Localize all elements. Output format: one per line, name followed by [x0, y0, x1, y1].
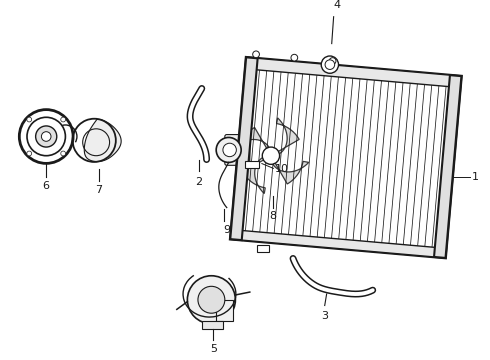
Text: 9: 9 [223, 225, 230, 235]
Circle shape [61, 151, 66, 156]
Circle shape [61, 117, 66, 122]
Bar [245, 161, 259, 168]
Bar [257, 245, 269, 252]
FancyBboxPatch shape [225, 135, 250, 165]
Text: 6: 6 [43, 181, 49, 191]
Circle shape [325, 60, 335, 69]
Circle shape [36, 126, 57, 147]
Circle shape [216, 138, 241, 162]
Text: 2: 2 [196, 177, 202, 187]
Circle shape [19, 109, 73, 163]
Text: 3: 3 [321, 311, 328, 321]
Circle shape [262, 147, 280, 165]
Text: 8: 8 [270, 211, 276, 221]
Circle shape [253, 51, 259, 58]
Circle shape [291, 54, 298, 61]
Circle shape [27, 151, 32, 156]
Polygon shape [233, 127, 271, 156]
Circle shape [329, 58, 336, 64]
Text: 10: 10 [275, 164, 289, 174]
Polygon shape [84, 119, 121, 162]
Polygon shape [271, 118, 299, 156]
Text: 1: 1 [472, 172, 479, 181]
Bar [216, 300, 233, 321]
Polygon shape [271, 156, 309, 184]
Text: 5: 5 [210, 344, 217, 354]
Polygon shape [434, 75, 462, 258]
Circle shape [27, 117, 65, 156]
Circle shape [198, 286, 225, 313]
Circle shape [27, 117, 32, 122]
Bar [202, 321, 223, 329]
Text: 4: 4 [333, 0, 340, 10]
Polygon shape [243, 156, 271, 194]
Circle shape [223, 143, 236, 157]
Circle shape [41, 132, 51, 141]
Text: 7: 7 [96, 185, 102, 194]
Circle shape [187, 276, 235, 324]
Circle shape [321, 56, 339, 73]
Polygon shape [245, 57, 462, 87]
Polygon shape [230, 57, 258, 240]
Polygon shape [230, 230, 446, 258]
